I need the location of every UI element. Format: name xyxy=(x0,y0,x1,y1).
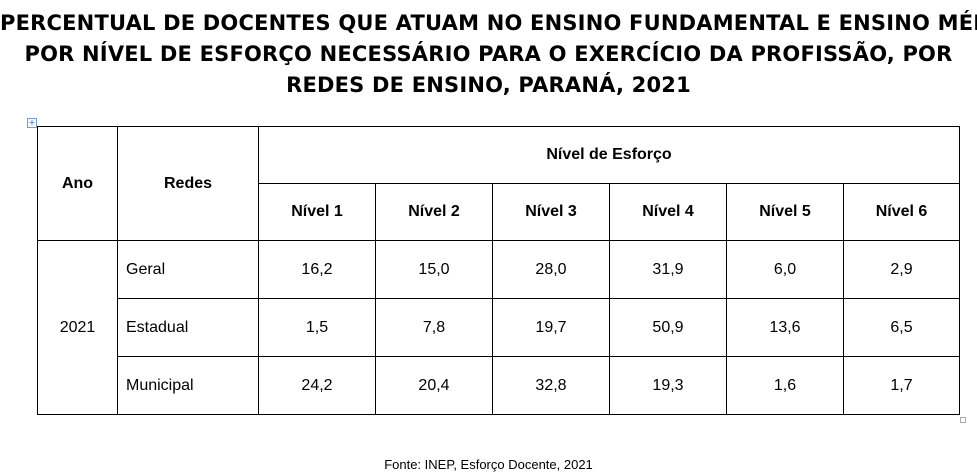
effort-table: Ano Redes Nível de Esforço Nível 1 Nível… xyxy=(37,126,960,415)
header-ano: Ano xyxy=(37,126,118,241)
value-cell: 13,6 xyxy=(726,298,844,357)
value-cell: 16,2 xyxy=(258,240,376,299)
title-line-3: REDES DE ENSINO, PARANÁ, 2021 xyxy=(286,73,691,97)
resize-handle-icon[interactable] xyxy=(960,417,966,423)
move-handle-icon[interactable]: + xyxy=(27,118,37,128)
year-cell: 2021 xyxy=(37,240,118,415)
title-line-1: PERCENTUAL DE DOCENTES QUE ATUAM NO ENSI… xyxy=(0,11,977,35)
value-cell: 1,5 xyxy=(258,298,376,357)
table-row: 2021 Geral 16,2 15,0 28,0 31,9 6,0 2,9 xyxy=(37,240,960,415)
value-cell: 1,6 xyxy=(726,356,844,415)
header-nivel-4: Nível 4 xyxy=(609,183,727,241)
source-note: Fonte: INEP, Esforço Docente, 2021 xyxy=(384,457,593,472)
header-nivel-3: Nível 3 xyxy=(492,183,610,241)
value-cell: 6,5 xyxy=(843,298,960,357)
header-nivel-esforco: Nível de Esforço xyxy=(258,126,960,184)
rede-cell: Geral xyxy=(117,240,259,299)
value-cell: 6,0 xyxy=(726,240,844,299)
value-cell: 7,8 xyxy=(375,298,493,357)
header-redes: Redes xyxy=(117,126,259,241)
value-cell: 24,2 xyxy=(258,356,376,415)
value-cell: 31,9 xyxy=(609,240,727,299)
value-cell: 50,9 xyxy=(609,298,727,357)
table-row: Municipal 24,2 20,4 32,8 19,3 1,6 1,7 xyxy=(38,356,960,415)
header-nivel-2: Nível 2 xyxy=(375,183,493,241)
report-title: PERCENTUAL DE DOCENTES QUE ATUAM NO ENSI… xyxy=(0,8,977,101)
title-line-2: POR NÍVEL DE ESFORÇO NECESSÁRIO PARA O E… xyxy=(24,42,953,66)
rede-cell: Estadual xyxy=(117,298,259,357)
value-cell: 1,7 xyxy=(843,356,960,415)
value-cell: 19,3 xyxy=(609,356,727,415)
header-nivel-1: Nível 1 xyxy=(258,183,376,241)
header-nivel-6: Nível 6 xyxy=(843,183,960,241)
value-cell: 20,4 xyxy=(375,356,493,415)
table-row: Estadual 1,5 7,8 19,7 50,9 13,6 6,5 xyxy=(38,298,960,357)
rede-cell: Municipal xyxy=(117,356,259,415)
value-cell: 19,7 xyxy=(492,298,610,357)
value-cell: 2,9 xyxy=(843,240,960,299)
value-cell: 15,0 xyxy=(375,240,493,299)
header-nivel-5: Nível 5 xyxy=(726,183,844,241)
value-cell: 28,0 xyxy=(492,240,610,299)
value-cell: 32,8 xyxy=(492,356,610,415)
